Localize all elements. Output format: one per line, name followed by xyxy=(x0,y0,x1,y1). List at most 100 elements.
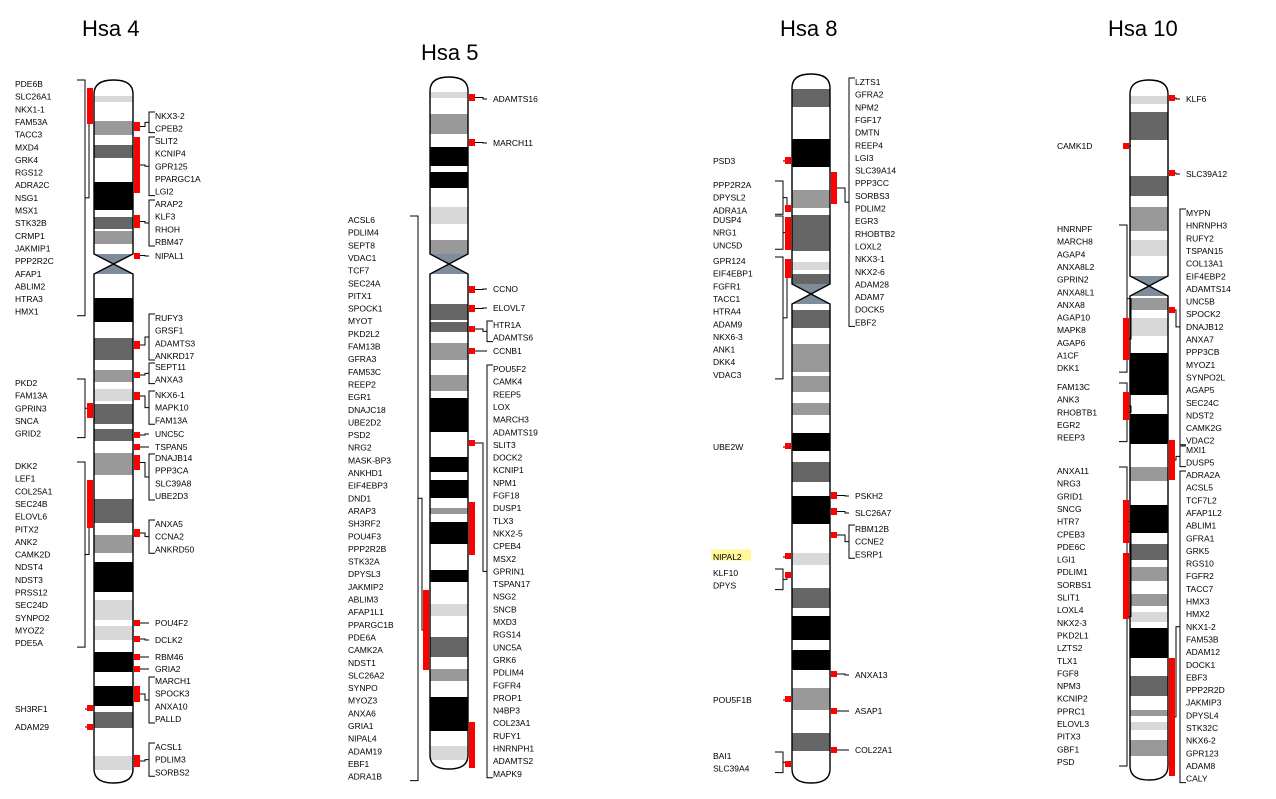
gene-label: KLF3 xyxy=(155,212,176,222)
gene-label: ADAMTS14 xyxy=(1186,284,1231,294)
gene-label: RHOH xyxy=(155,224,180,234)
connector-line xyxy=(1127,298,1132,340)
gene-label: HTR7 xyxy=(1057,517,1079,527)
gene-label: PDLIM4 xyxy=(493,668,524,678)
gene-label: ANXA10 xyxy=(155,701,188,711)
gene-label: CPEB3 xyxy=(1057,529,1085,539)
gene-label: UNC5B xyxy=(1186,297,1215,307)
gene-location-marker xyxy=(785,553,791,559)
gene-group-hsa10-4: MYPN HNRNPH3 RUFY2 TSPAN15 COL13A1 EIF4EBP2 AD… xyxy=(1169,208,1231,446)
gene-label: CALY xyxy=(1186,774,1208,784)
gene-label: DPYSL3 xyxy=(348,569,381,579)
gene-group-hsa8-12: POU5F1B xyxy=(713,695,791,705)
gene-location-marker xyxy=(134,444,140,450)
gene-label: STK32A xyxy=(348,557,380,567)
gene-label: PSD xyxy=(1057,757,1074,767)
gene-location-marker xyxy=(831,671,837,677)
gene-label: PALLD xyxy=(155,714,181,724)
gene-label: JAKMIP2 xyxy=(348,582,384,592)
gene-label: FGFR2 xyxy=(1186,571,1214,581)
gene-group-hsa10-3: HNRNPF MARCH8 AGAP4 ANXA8L2 GPRIN2 ANXA8L1 ANX… xyxy=(1057,224,1132,373)
gene-label: PDE6A xyxy=(348,632,376,642)
gene-location-marker xyxy=(134,620,140,626)
gene-location-marker xyxy=(1169,440,1175,480)
gene-label: EIF4EBP2 xyxy=(1186,271,1226,281)
gene-label: NRG2 xyxy=(348,443,372,453)
gene-label: SORBS2 xyxy=(155,767,190,777)
gene-label: FGF17 xyxy=(855,115,882,125)
gene-label: MYOZ1 xyxy=(1186,360,1216,370)
gene-label: NDST4 xyxy=(15,562,43,572)
gene-location-marker xyxy=(469,94,475,101)
chromosome-title-hsa8: Hsa 8 xyxy=(780,16,837,41)
gene-label: MARCH8 xyxy=(1057,237,1093,247)
gene-location-marker xyxy=(134,529,140,537)
gene-label: PPP3CB xyxy=(1186,347,1220,357)
gene-label: GPR123 xyxy=(1186,748,1219,758)
gene-label: RGS12 xyxy=(15,168,43,178)
gene-label: PPP3CA xyxy=(155,466,189,476)
gene-label: MAPK8 xyxy=(1057,325,1086,335)
gene-label: PKD2L1 xyxy=(1057,630,1089,640)
gene-label: NDST1 xyxy=(348,658,376,668)
gene-label: ANXA8 xyxy=(1057,300,1085,310)
gene-label: STK32C xyxy=(1186,723,1218,733)
gene-label: ASAP1 xyxy=(855,706,883,716)
gene-label: ANK1 xyxy=(713,345,735,355)
gene-label: LGI2 xyxy=(155,187,174,197)
connector-line xyxy=(832,534,849,543)
gene-label: LZTS1 xyxy=(855,77,881,87)
gene-group-hsa4-1: NKX3-2 CPEB2 xyxy=(134,111,185,134)
gene-label: KCNIP4 xyxy=(155,149,186,159)
gene-label: PITX1 xyxy=(348,291,372,301)
gene-location-marker xyxy=(469,502,475,555)
gene-label: ANKRD17 xyxy=(155,351,194,361)
gene-label: MAPK10 xyxy=(155,403,189,413)
bracket-line xyxy=(77,79,86,317)
gene-label: ELOVL3 xyxy=(1057,719,1089,729)
chromosome-title-hsa5: Hsa 5 xyxy=(421,40,478,65)
gene-label: DUSP1 xyxy=(493,503,522,513)
connector-line xyxy=(832,673,849,676)
chromosome-title-hsa10: Hsa 10 xyxy=(1108,16,1178,41)
gene-label: RBM46 xyxy=(155,652,184,662)
gene-label: GRIA2 xyxy=(155,664,181,674)
gene-label: MXD3 xyxy=(493,617,517,627)
gene-location-marker xyxy=(469,139,475,146)
gene-group-hsa8-1: PSD3 xyxy=(713,156,791,166)
gene-label: ADAMTS2 xyxy=(493,756,533,766)
gene-label: GRIA1 xyxy=(348,721,374,731)
gene-group-hsa8-3: DUSP4 NRG1 UNC5D xyxy=(713,215,791,250)
gene-label: MSX2 xyxy=(493,554,516,564)
gene-label: PSD3 xyxy=(713,156,735,166)
gene-label: GPRIN3 xyxy=(15,403,47,413)
gene-label: KLF6 xyxy=(1186,94,1207,104)
gene-location-marker xyxy=(134,253,140,259)
gene-label: EBF1 xyxy=(348,759,370,769)
gene-label: ABLIM1 xyxy=(1186,521,1217,531)
gene-label: DPYSL2 xyxy=(713,193,746,203)
gene-group-hsa5-3: CCNO xyxy=(469,284,518,294)
gene-location-marker xyxy=(87,724,93,730)
gene-location-marker xyxy=(134,654,140,660)
gene-label: NSG2 xyxy=(493,592,516,602)
gene-label: GPRIN2 xyxy=(1057,275,1089,285)
gene-label: HNRNPH3 xyxy=(1186,221,1227,231)
gene-location-marker xyxy=(469,722,475,768)
gene-group-hsa10-7: ANXA11 NRG3 GRID1 SNCG HTR7 CPEB3 PDE6C LGI1 PDL… xyxy=(1057,466,1132,767)
gene-location-marker xyxy=(1169,307,1175,313)
gene-label: REEP5 xyxy=(493,389,521,399)
gene-label: ANXA7 xyxy=(1186,335,1214,345)
gene-label: MARCH3 xyxy=(493,415,529,425)
gene-location-marker xyxy=(134,455,140,470)
gene-label: ANXA8L1 xyxy=(1057,287,1095,297)
gene-location-marker xyxy=(87,480,93,528)
gene-label: FAM13A xyxy=(155,415,188,425)
gene-location-marker xyxy=(831,708,837,714)
gene-label: ARAP2 xyxy=(155,199,183,209)
chromosome-hsa4 xyxy=(93,79,134,784)
connector-line xyxy=(832,187,849,203)
gene-label: AFAP1L2 xyxy=(1186,508,1222,518)
gene-label: HTRA3 xyxy=(15,294,43,304)
gene-label: DPYS xyxy=(713,581,736,591)
